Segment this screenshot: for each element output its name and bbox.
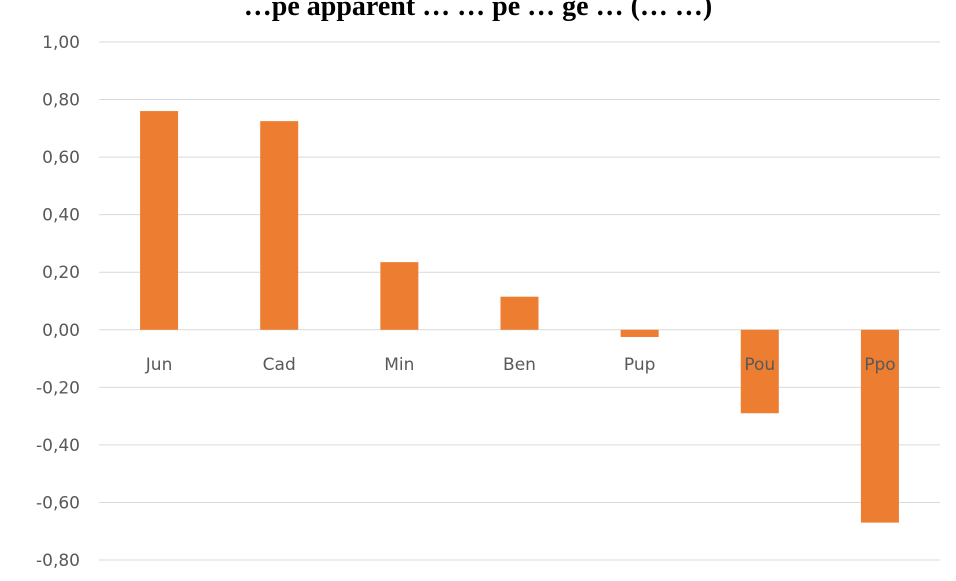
bar-pup [620,329,659,337]
bar-pou [740,329,779,414]
y-tick-label: -0,60 [36,493,80,513]
category-label-cad: Cad [263,355,296,375]
category-label-min: Min [384,355,414,375]
y-tick-label: 0,80 [42,91,80,111]
bars [140,111,899,523]
gridlines [99,41,940,561]
category-label-jun: Jun [145,355,173,375]
bar-ben [500,296,539,330]
category-label-ppo: Ppo [864,355,895,375]
category-label-pup: Pup [624,355,656,375]
y-tick-label: 0,60 [42,148,80,168]
y-tick-label: -0,20 [36,378,80,398]
y-tick-label: 0,20 [42,263,80,283]
chart-title: …pe apparent … … pe … ge … (… …) [243,0,713,22]
y-axis-ticks: 1,00 0,80 0,60 0,40 0,20 0,00 -0,20 -0,40 -0,60 -… [36,33,80,571]
bar-ppo [860,329,899,523]
y-tick-label: 1,00 [42,33,80,53]
category-label-ben: Ben [503,355,536,375]
y-tick-label: -0,80 [36,551,80,571]
bar-cad [260,121,299,330]
category-label-pou: Pou [744,355,775,375]
y-tick-label: 0,40 [42,206,80,226]
bar-jun [140,111,179,330]
y-tick-label: -0,40 [36,436,80,456]
bar-min [380,262,419,330]
y-tick-label: 0,00 [42,321,80,341]
category-labels: Jun Cad Min Ben Pup Pou Ppo [145,355,896,375]
